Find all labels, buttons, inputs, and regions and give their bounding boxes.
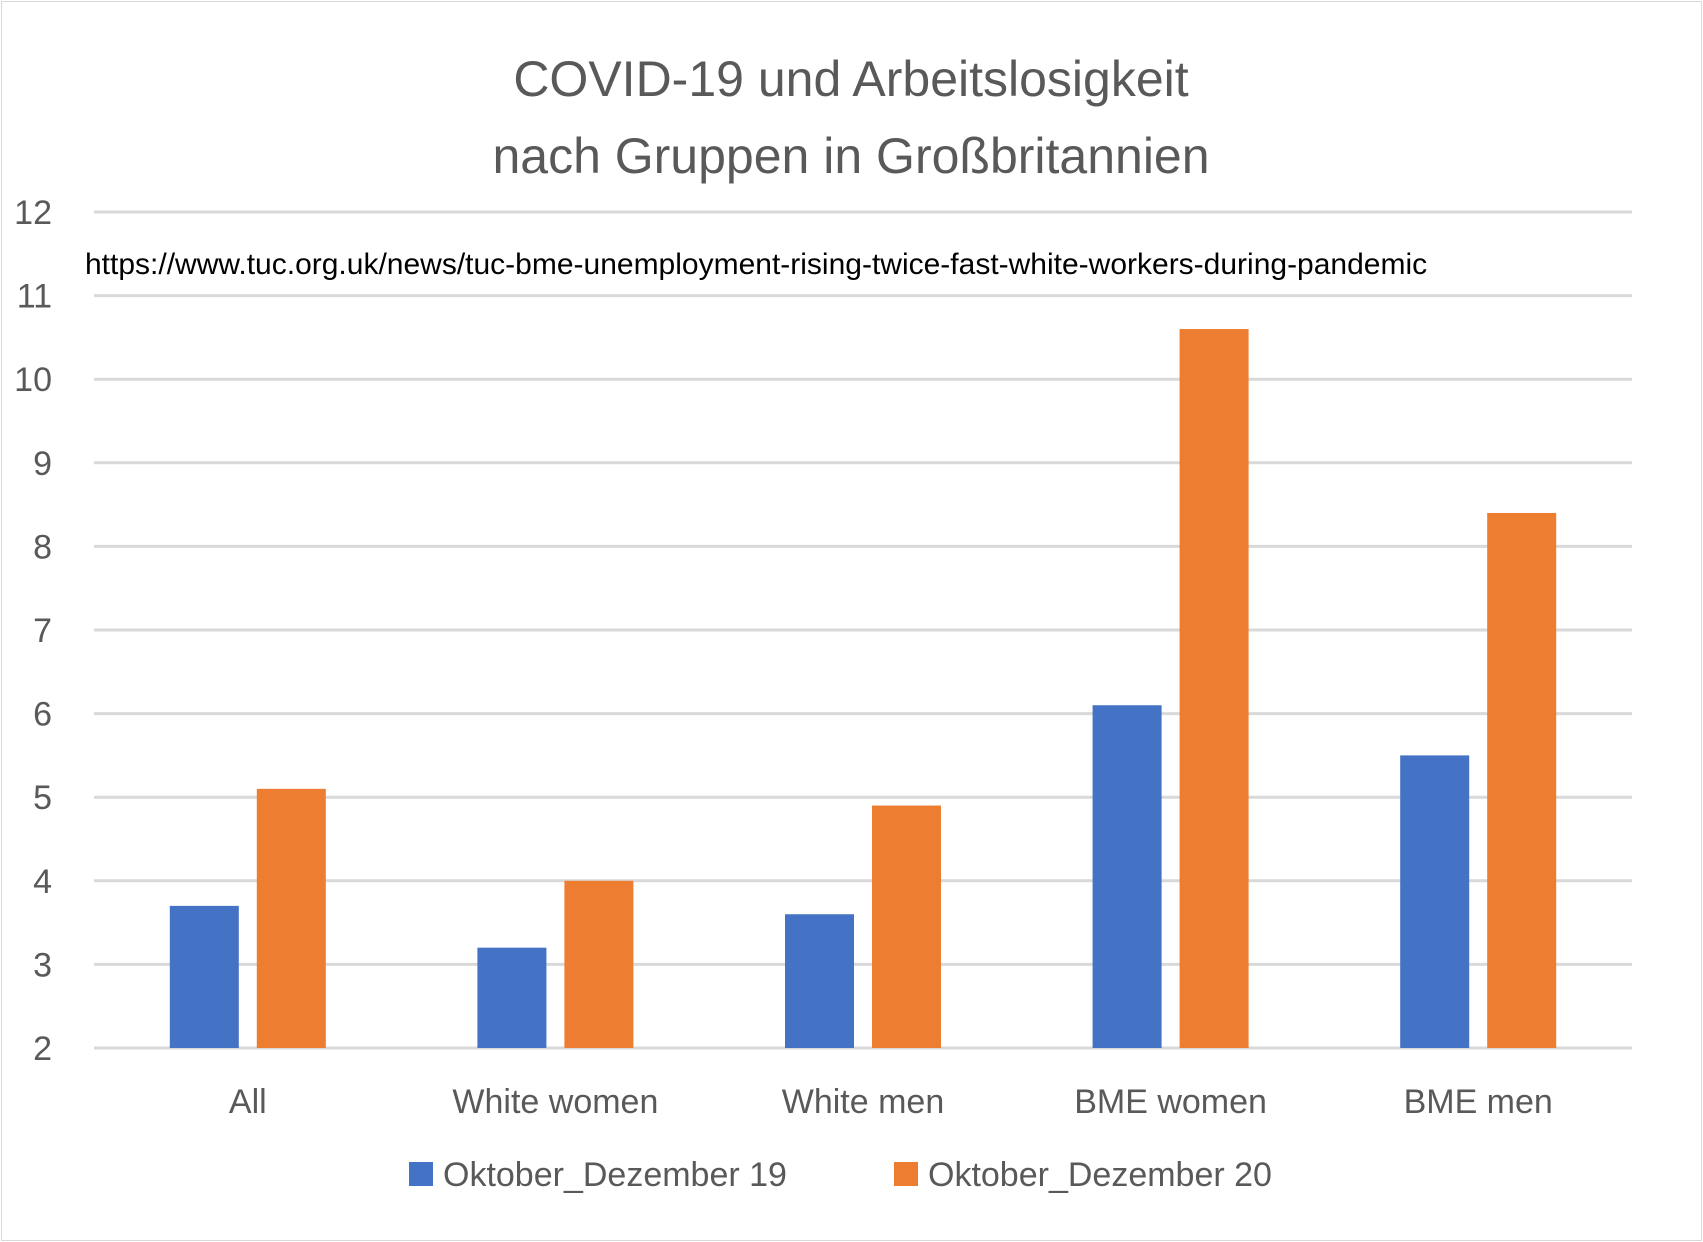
- legend-label-1: Oktober_Dezember 19: [443, 1156, 787, 1194]
- x-tick-label: BME men: [1404, 1083, 1553, 1121]
- x-tick-label: White men: [782, 1083, 945, 1121]
- bar-1-bme-men: [1400, 755, 1470, 1048]
- bar-2-white-men: [872, 805, 941, 1048]
- y-tick-label: 8: [33, 528, 52, 566]
- gridlines: [94, 210, 1632, 1050]
- bar-2-all: [256, 788, 326, 1048]
- bar-2-bme-women: [1179, 329, 1249, 1048]
- bar-2-white-women: [564, 880, 634, 1048]
- legend-swatch-1: [409, 1162, 433, 1186]
- bar-1-bme-women: [1092, 705, 1162, 1048]
- y-tick-label: 6: [33, 696, 52, 734]
- bar-1-all: [169, 905, 239, 1048]
- chart-title-line-2: nach Gruppen in Großbritannien: [492, 128, 1209, 184]
- chart-title-line-1: COVID-19 und Arbeitslosigkeit: [513, 51, 1188, 107]
- y-tick-label: 9: [33, 445, 52, 483]
- legend-swatch-2: [894, 1162, 918, 1186]
- source-text-background: [85, 240, 1650, 288]
- legend: Oktober_Dezember 19 Oktober_Dezember 20: [409, 1156, 1272, 1194]
- y-tick-label: 3: [33, 946, 52, 984]
- source-url-annotation: https://www.tuc.org.uk/news/tuc-bme-unem…: [85, 248, 1427, 281]
- y-tick-label: 11: [17, 278, 52, 316]
- bar-2-bme-men: [1487, 512, 1557, 1048]
- y-tick-label: 12: [14, 194, 52, 232]
- x-axis-tick-labels: All White women White men BME women BME men: [229, 1083, 1553, 1121]
- y-tick-label: 5: [33, 779, 52, 817]
- y-tick-label: 4: [33, 863, 52, 901]
- y-axis-tick-labels: 2 3 4 5 6 7 8 9 10 11 12: [14, 194, 52, 1068]
- bars: [169, 329, 1557, 1048]
- y-tick-label: 7: [33, 612, 52, 650]
- y-tick-label: 2: [33, 1030, 52, 1068]
- x-tick-label: BME women: [1074, 1083, 1267, 1121]
- bar-1-white-women: [477, 947, 547, 1048]
- bar-1-white-men: [785, 914, 854, 1048]
- x-tick-label: White women: [452, 1083, 658, 1121]
- x-tick-label: All: [229, 1083, 267, 1121]
- legend-label-2: Oktober_Dezember 20: [928, 1156, 1272, 1194]
- y-tick-label: 10: [14, 361, 52, 399]
